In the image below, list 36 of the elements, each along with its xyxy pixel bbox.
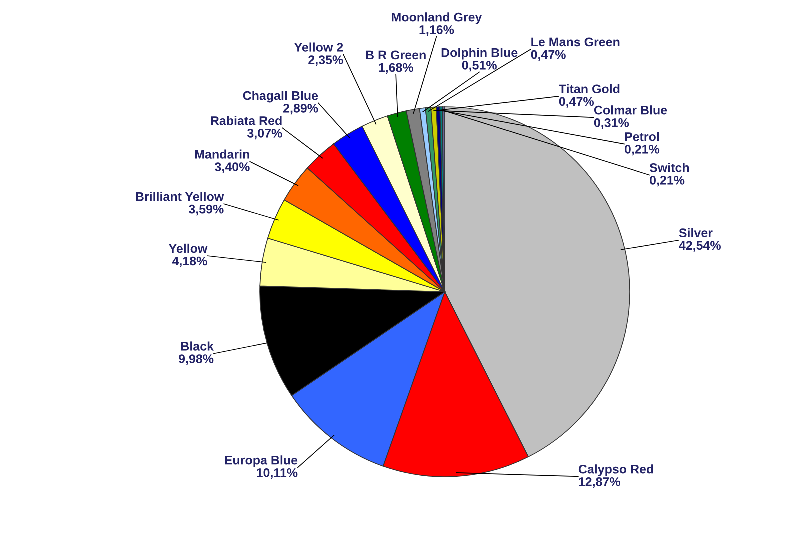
data-label: 3,59% <box>188 204 224 216</box>
data-label: 0,51% <box>462 60 497 72</box>
data-label: 0,21% <box>624 145 660 156</box>
slice-label: Yellow <box>168 244 208 254</box>
slice-label: B R Green <box>366 50 426 60</box>
slice-label: Petrol <box>625 132 660 142</box>
data-label: 9,98% <box>179 354 214 366</box>
data-label: 12,87% <box>579 478 620 488</box>
slice-label: Yellow 2 <box>294 42 344 52</box>
data-label: 42,54% <box>679 241 721 252</box>
data-label: 0,21% <box>650 176 685 187</box>
data-label: 0,47% <box>559 97 594 108</box>
data-label: 4,18% <box>172 256 208 268</box>
data-label: 1,16% <box>420 25 454 36</box>
slice-label: Chagall Blue <box>243 91 318 103</box>
slice-label: Silver <box>679 228 713 238</box>
data-label: 10,11% <box>257 468 298 480</box>
slice-label: Rabiata Red <box>211 116 282 126</box>
slice-label: Brilliant Yellow <box>136 192 224 202</box>
data-label: 1,68% <box>379 63 414 74</box>
data-label: 2,35% <box>308 56 344 66</box>
slice-label: Dolphin Blue <box>442 48 518 60</box>
slice-label: Le Mans Green <box>532 38 620 47</box>
slice-label: Switch <box>650 163 690 172</box>
slice-label: Mandarin <box>195 150 250 159</box>
data-label: 0,47% <box>531 50 566 62</box>
slice-label: Calypso Red <box>578 464 654 476</box>
slice-label: Moonland Grey <box>392 12 482 24</box>
slice-label: Europa Blue <box>225 456 298 468</box>
slice-label: Black <box>181 342 214 351</box>
slice-label: Colmar Blue <box>594 106 668 115</box>
data-label: 3,07% <box>247 129 282 140</box>
slice-label: Titan Gold <box>559 84 620 94</box>
data-label: 0,31% <box>594 118 630 130</box>
data-label: 3,40% <box>215 162 250 174</box>
data-label: 2,89% <box>283 104 318 115</box>
